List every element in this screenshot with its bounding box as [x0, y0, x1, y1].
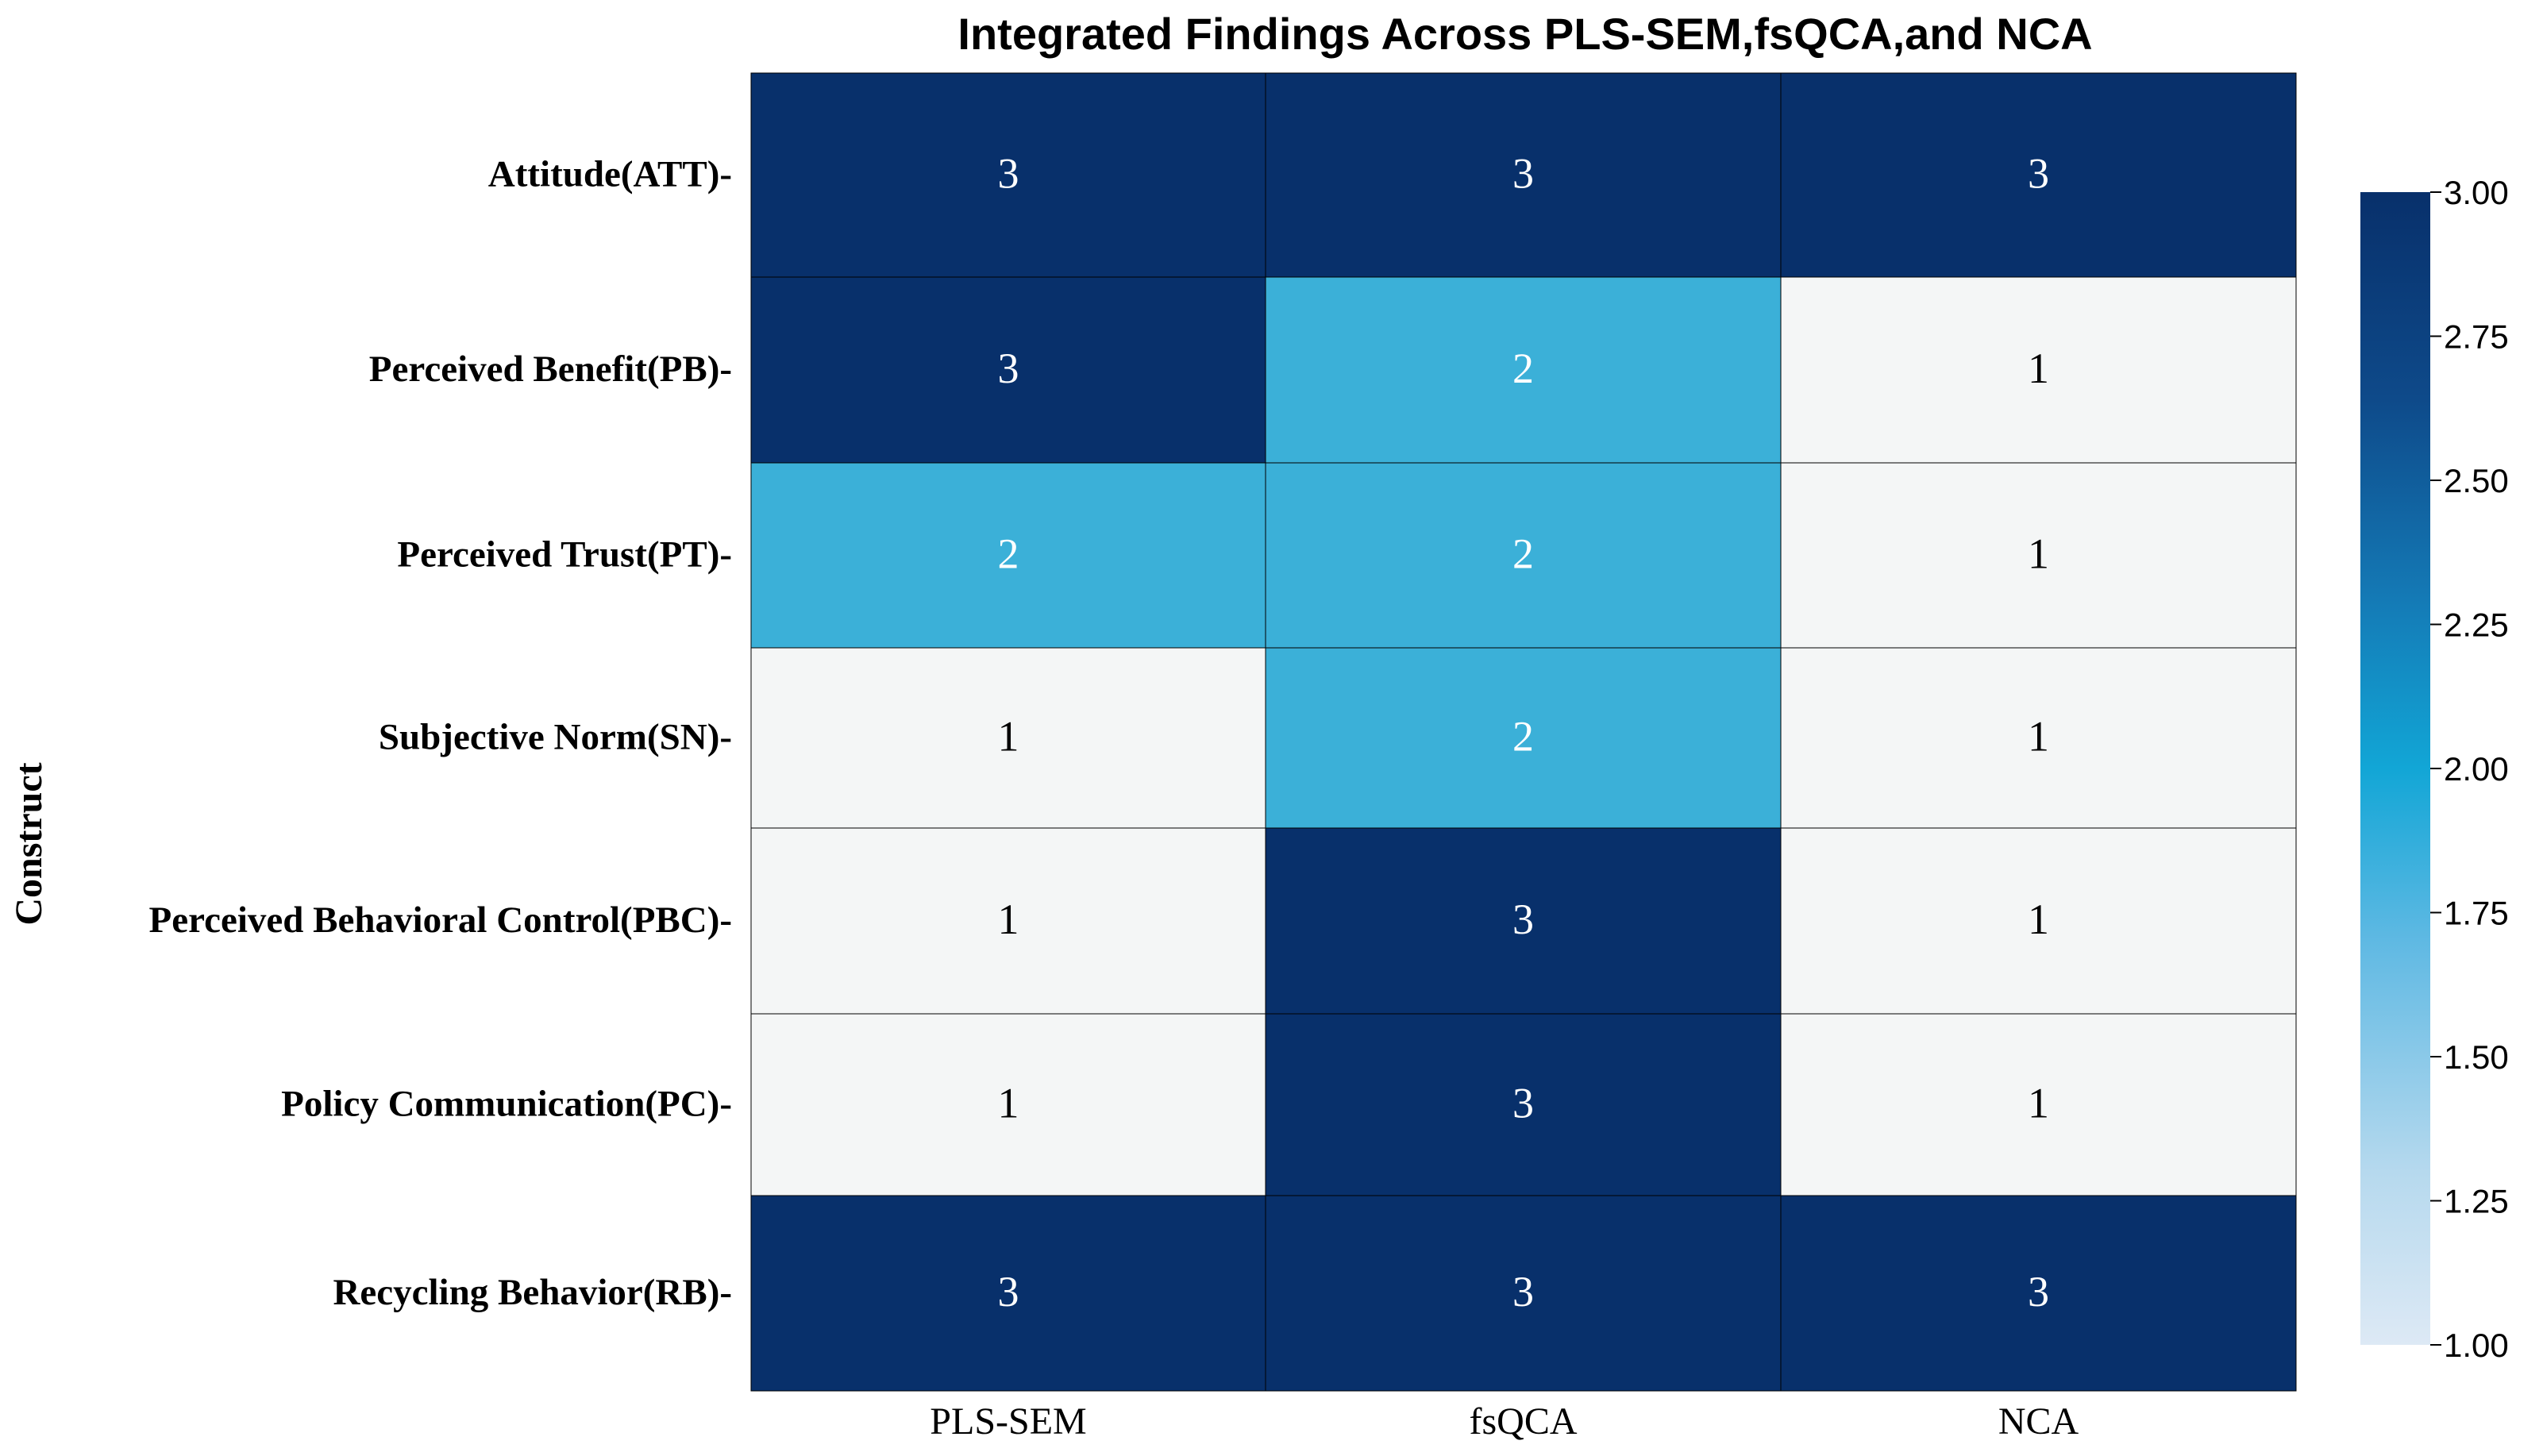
- cell-value: 1: [2028, 713, 2049, 761]
- row-label: Recycling Behavior(RB)-: [333, 1272, 732, 1313]
- colorbar-tick-label: 2.75: [2444, 318, 2509, 356]
- cell-value: 3: [1512, 1080, 1534, 1127]
- heatmap-cell: [1780, 1195, 2297, 1392]
- colorbar-tick-label: 2.00: [2444, 750, 2509, 788]
- colorbar: [2360, 192, 2430, 1345]
- cell-value: 1: [998, 896, 1019, 943]
- heatmap-cell: [1265, 827, 1782, 1015]
- cell-value: 2: [1512, 530, 1534, 578]
- colorbar-tick-label: 1.25: [2444, 1183, 2509, 1220]
- cell-value: 2: [1512, 345, 1534, 392]
- heatmap-cell: [750, 276, 1266, 464]
- y-axis-label: Construct: [8, 762, 50, 925]
- column-label: NCA: [1998, 1400, 2079, 1443]
- heatmap-cell: [750, 72, 1266, 278]
- row-label: Perceived Benefit(PB)-: [369, 349, 732, 390]
- heatmap-cell: [1265, 1195, 1782, 1392]
- row-label: Perceived Trust(PT)-: [397, 534, 732, 576]
- column-label: fsQCA: [1469, 1400, 1577, 1443]
- row-label: Attitude(ATT)-: [488, 154, 732, 195]
- cell-value: 3: [1512, 1268, 1534, 1315]
- cell-value: 1: [2028, 530, 2049, 578]
- column-labels: PLS-SEM fsQCA NCA: [930, 1400, 2079, 1443]
- cell-value: 1: [2028, 1080, 2049, 1127]
- colorbar-tick-label: 1.00: [2444, 1327, 2509, 1364]
- cell-value: 3: [998, 1268, 1019, 1315]
- heatmap-cell: [1780, 276, 2297, 464]
- heatmap-cell: [1265, 1013, 1782, 1196]
- heatmap-cell: [750, 647, 1266, 829]
- colorbar-tick-label: 2.50: [2444, 462, 2509, 499]
- cell-value: 1: [2028, 345, 2049, 392]
- heatmap-cell: [1780, 1013, 2297, 1196]
- cell-value: 3: [998, 150, 1019, 198]
- heatmap-cell: [1265, 276, 1782, 464]
- heatmap-cell: [750, 1013, 1266, 1196]
- heatmap-cell: [1265, 462, 1782, 649]
- colorbar-tick-label: 3.00: [2444, 174, 2509, 211]
- heatmap-cells: [750, 72, 2297, 1392]
- row-label: Policy Communication(PC)-: [281, 1084, 732, 1125]
- row-labels: Attitude(ATT)- Perceived Benefit(PB)- Perc…: [149, 154, 732, 1314]
- cell-value: 2: [998, 530, 1019, 578]
- cell-value: 2: [1512, 713, 1534, 761]
- colorbar-ticks: 3.00 2.75 2.50 2.25 2.00 1.75 1.50 1.25 1.00: [2430, 174, 2509, 1364]
- chart-title: Integrated Findings Across PLS-SEM,fsQCA…: [957, 9, 2092, 59]
- cell-value: 3: [2028, 150, 2049, 198]
- cell-value: 1: [998, 713, 1019, 761]
- heatmap-cell: [750, 827, 1266, 1015]
- heatmap-cell: [1780, 827, 2297, 1015]
- heatmap-annotations: 3 3 3 3 2 1 2 2 1 1 2 1 1 3 1 1 3 1 3 3 3: [998, 150, 2050, 1316]
- heatmap-cell: [750, 462, 1266, 649]
- colorbar-tick-label: 1.75: [2444, 895, 2509, 932]
- cell-value: 1: [2028, 896, 2049, 943]
- heatmap-cell: [1265, 72, 1782, 278]
- row-label: Perceived Behavioral Control(PBC)-: [149, 899, 732, 941]
- colorbar-tick-label: 2.25: [2444, 607, 2509, 644]
- heatmap-cell: [1780, 647, 2297, 829]
- colorbar-tick-label: 1.50: [2444, 1038, 2509, 1076]
- heatmap-cell: [750, 1195, 1266, 1392]
- cell-value: 3: [1512, 896, 1534, 943]
- heatmap-cell: [1780, 72, 2297, 278]
- cell-value: 3: [998, 345, 1019, 392]
- column-label: PLS-SEM: [930, 1400, 1086, 1443]
- cell-value: 3: [2028, 1268, 2049, 1315]
- cell-value: 3: [1512, 150, 1534, 198]
- row-label: Subjective Norm(SN)-: [379, 717, 732, 758]
- cell-value: 1: [998, 1080, 1019, 1127]
